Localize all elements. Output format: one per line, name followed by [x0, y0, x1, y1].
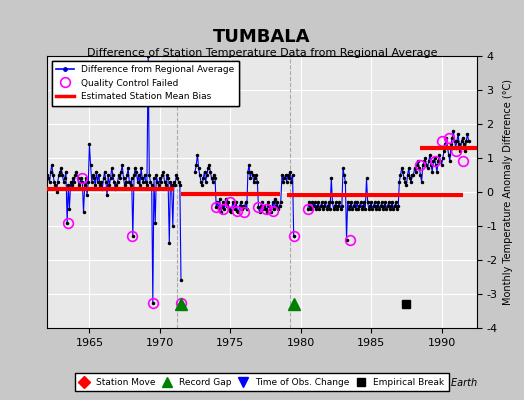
Legend: Difference from Regional Average, Quality Control Failed, Estimated Station Mean: Difference from Regional Average, Qualit… — [52, 60, 239, 106]
Text: Difference of Station Temperature Data from Regional Average: Difference of Station Temperature Data f… — [87, 48, 437, 58]
Text: Berkeley Earth: Berkeley Earth — [405, 378, 477, 388]
Legend: Station Move, Record Gap, Time of Obs. Change, Empirical Break: Station Move, Record Gap, Time of Obs. C… — [75, 374, 449, 392]
Text: TUMBALA: TUMBALA — [213, 28, 311, 46]
Y-axis label: Monthly Temperature Anomaly Difference (°C): Monthly Temperature Anomaly Difference (… — [503, 79, 513, 305]
